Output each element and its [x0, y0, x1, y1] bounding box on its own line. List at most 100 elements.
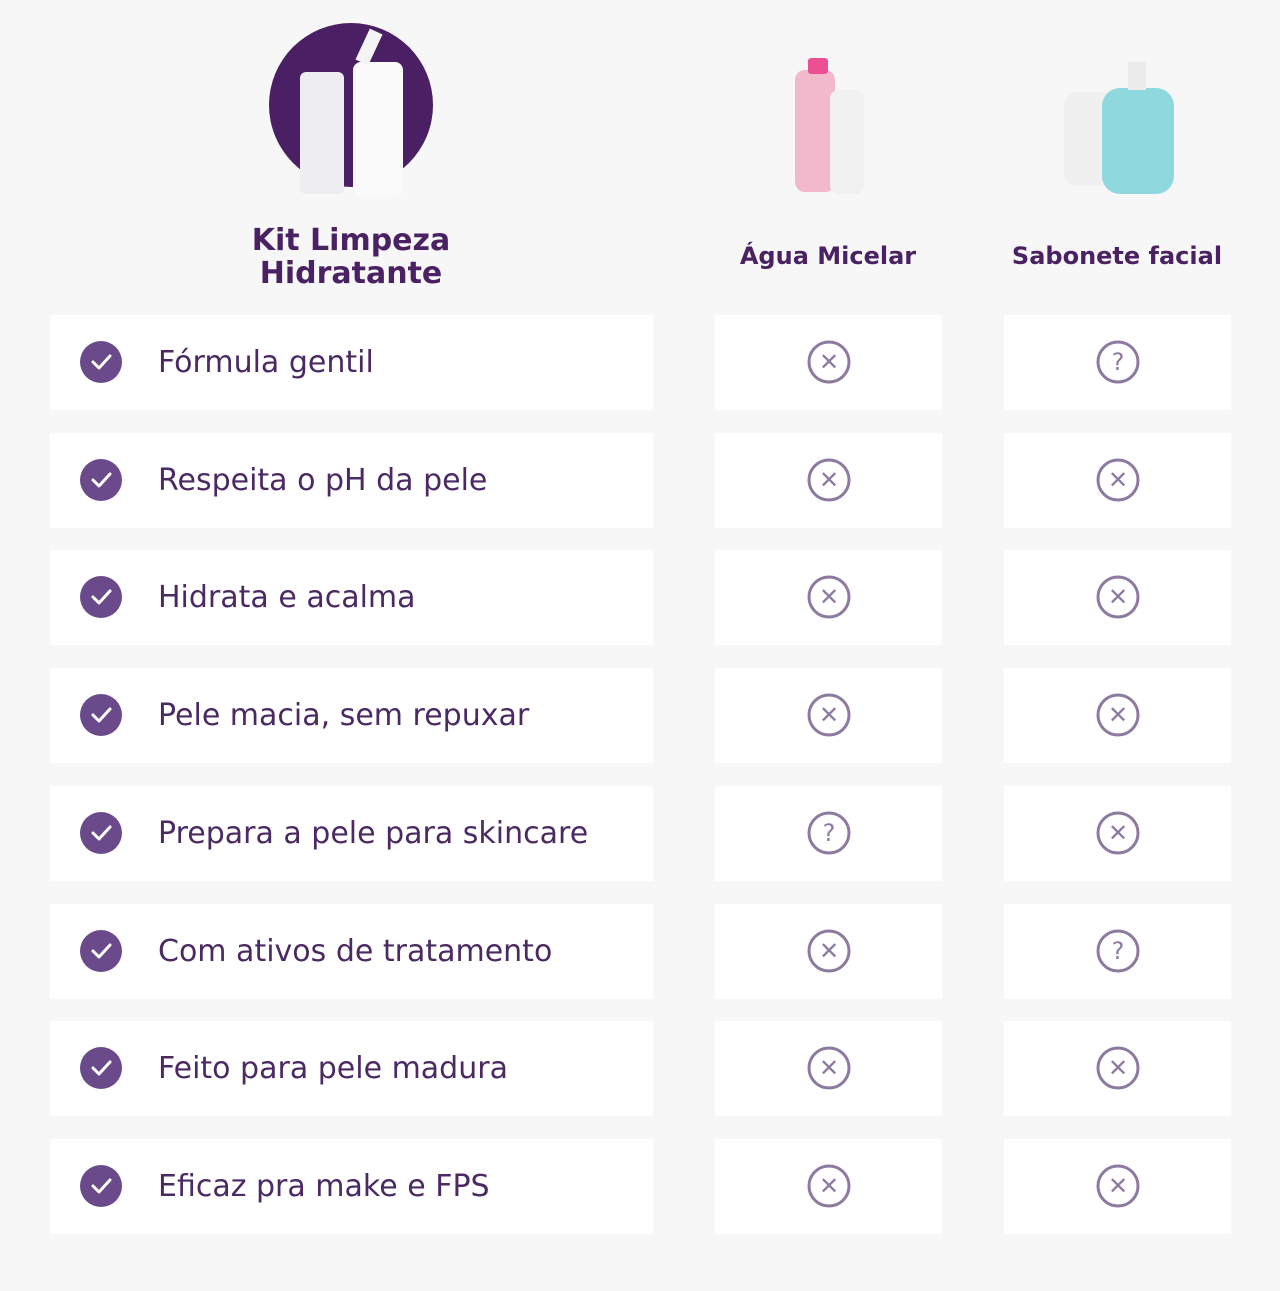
status-cell: ✕ [1004, 432, 1231, 528]
check-circle [80, 1047, 122, 1090]
feature-cell: Eficaz pra make e FPS [50, 1138, 653, 1234]
status-circle [1096, 1046, 1139, 1090]
status-circle [807, 458, 850, 502]
check-mark [91, 943, 112, 958]
feature-cell: Prepara a pele para skincare [50, 785, 653, 881]
status-icon: ✕ [807, 1164, 850, 1208]
check-circle [80, 929, 122, 972]
feature-cell: Pele macia, sem repuxar [50, 668, 653, 764]
feature-text: Pele macia, sem repuxar [158, 698, 530, 734]
status-circle [1096, 340, 1139, 384]
micellar-bottle [795, 70, 835, 192]
check-mark [91, 707, 112, 723]
check-icon [80, 1164, 122, 1207]
status-cell: ✕ [715, 668, 942, 764]
check-icon [80, 1047, 122, 1090]
status-cell: ✕ [715, 1138, 942, 1234]
status-icon: ✕ [807, 575, 850, 619]
check-mark [91, 354, 112, 370]
status-symbol: ✕ [1107, 701, 1127, 729]
status-icon: ✕ [807, 1046, 850, 1090]
check-icon [80, 458, 122, 501]
status-symbol: ✕ [1107, 583, 1127, 611]
status-circle [807, 929, 850, 972]
status-circle [1096, 575, 1139, 619]
status-icon: ✕ [1096, 575, 1139, 619]
check-icon [80, 694, 122, 737]
status-icon: ? [1096, 929, 1139, 972]
check-circle [80, 458, 122, 501]
feature-cell: Fórmula gentil [50, 315, 653, 410]
check-icon [80, 576, 122, 619]
title-line: Hidratante [259, 256, 443, 291]
status-icon: ✕ [807, 458, 850, 502]
check-icon [80, 341, 122, 383]
feature-text: Com ativos de tratamento [158, 933, 553, 969]
status-cell: ✕ [715, 1021, 942, 1117]
status-symbol: ✕ [818, 1172, 838, 1200]
check-icon [80, 929, 122, 972]
feature-cell: Respeita o pH da pele [50, 432, 653, 528]
status-icon: ✕ [807, 693, 850, 737]
feature-text: Prepara a pele para skincare [158, 815, 589, 851]
status-symbol: ? [822, 819, 835, 847]
status-symbol: ✕ [818, 348, 838, 376]
product-images [269, 23, 1174, 196]
status-symbol: ✕ [818, 466, 838, 494]
check-mark [91, 589, 112, 605]
status-symbol: ? [1111, 937, 1124, 965]
feature-text: Hidrata e acalma [158, 580, 416, 616]
status-cell: ? [715, 785, 942, 881]
soap-bottle [1102, 88, 1174, 194]
kit-bottle [300, 72, 344, 194]
check-mark [91, 1178, 112, 1194]
check-mark [91, 825, 112, 841]
feature-cell: Com ativos de tratamento [50, 903, 653, 999]
status-icon: ✕ [1096, 458, 1139, 502]
status-symbol: ✕ [1107, 1054, 1127, 1082]
status-symbol: ✕ [818, 701, 838, 729]
feature-text: Fórmula gentil [158, 345, 374, 380]
status-icon: ✕ [807, 340, 850, 384]
check-circle [80, 576, 122, 619]
status-circle [807, 575, 850, 619]
status-cell: ✕ [1004, 1021, 1231, 1117]
check-circle [80, 1164, 122, 1207]
check-circle [80, 811, 122, 854]
status-cell: ✕ [1004, 668, 1231, 764]
product-title: Kit Limpeza Hidratante [201, 224, 501, 290]
check-mark [91, 472, 112, 488]
soap-pump [1128, 62, 1146, 90]
status-circle [807, 811, 850, 855]
status-icon: ? [807, 811, 850, 855]
status-circle [1096, 458, 1139, 502]
check-circle [80, 341, 122, 383]
status-circle [1096, 811, 1139, 855]
feature-cell: Hidrata e acalma [50, 550, 653, 646]
kit-backdrop [269, 23, 433, 187]
status-circle [807, 693, 850, 737]
status-icon: ✕ [1096, 811, 1139, 855]
status-circle [1096, 1164, 1139, 1208]
status-symbol: ✕ [818, 583, 838, 611]
status-symbol: ✕ [818, 1054, 838, 1082]
status-circle [807, 1164, 850, 1208]
check-mark [91, 1060, 112, 1076]
status-circle [807, 1046, 850, 1090]
feature-text: Respeita o pH da pele [158, 462, 488, 498]
status-cell: ? [1004, 903, 1231, 999]
status-symbol: ✕ [1107, 466, 1127, 494]
status-symbol: ✕ [1107, 819, 1127, 847]
status-circle [1096, 693, 1139, 737]
kit-bottle [353, 62, 403, 196]
status-cell: ✕ [1004, 1138, 1231, 1234]
title-line: Kit Limpeza [251, 223, 451, 258]
micellar-bottle [830, 90, 864, 194]
status-icon: ? [1096, 340, 1139, 384]
competitor-title: Sabonete facial [1011, 242, 1223, 270]
status-icon: ✕ [1096, 693, 1139, 737]
status-circle [1096, 929, 1139, 972]
status-cell: ✕ [715, 550, 942, 646]
status-icon: ✕ [807, 929, 850, 972]
